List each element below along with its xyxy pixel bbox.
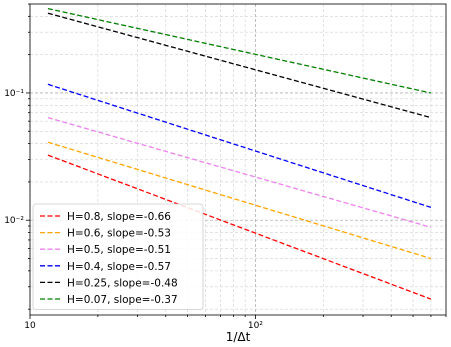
series-line (47, 154, 432, 300)
x-tick-label: 10 (24, 321, 36, 331)
legend-entry: H=0.07, slope=-0.37 (67, 294, 178, 306)
legend-box (32, 203, 204, 310)
y-tick-label: 10⁻¹ (4, 89, 24, 99)
series-lines (47, 7, 432, 300)
axis-ticks: 10 10² 10⁻² 10⁻¹ (4, 3, 447, 331)
grid (29, 3, 447, 315)
series-line (47, 7, 432, 94)
legend-entry: H=0.8, slope=-0.66 (67, 211, 171, 223)
series-line (47, 12, 432, 119)
legend: H=0.8, slope=-0.66 H=0.6, slope=-0.53 H=0.… (32, 203, 204, 310)
y-tick-label: 10⁻² (4, 216, 24, 226)
legend-entry: H=0.5, slope=-0.51 (67, 244, 171, 256)
series-line (47, 116, 432, 228)
legend-entry: H=0.25, slope=-0.48 (67, 277, 178, 289)
legend-entry: H=0.4, slope=-0.57 (67, 261, 171, 273)
x-axis-label: 1/Δt (226, 330, 251, 344)
series-line (47, 141, 432, 260)
series-line (47, 83, 432, 209)
legend-entry: H=0.6, slope=-0.53 (67, 228, 171, 240)
x-tick-label: 10² (248, 321, 263, 331)
